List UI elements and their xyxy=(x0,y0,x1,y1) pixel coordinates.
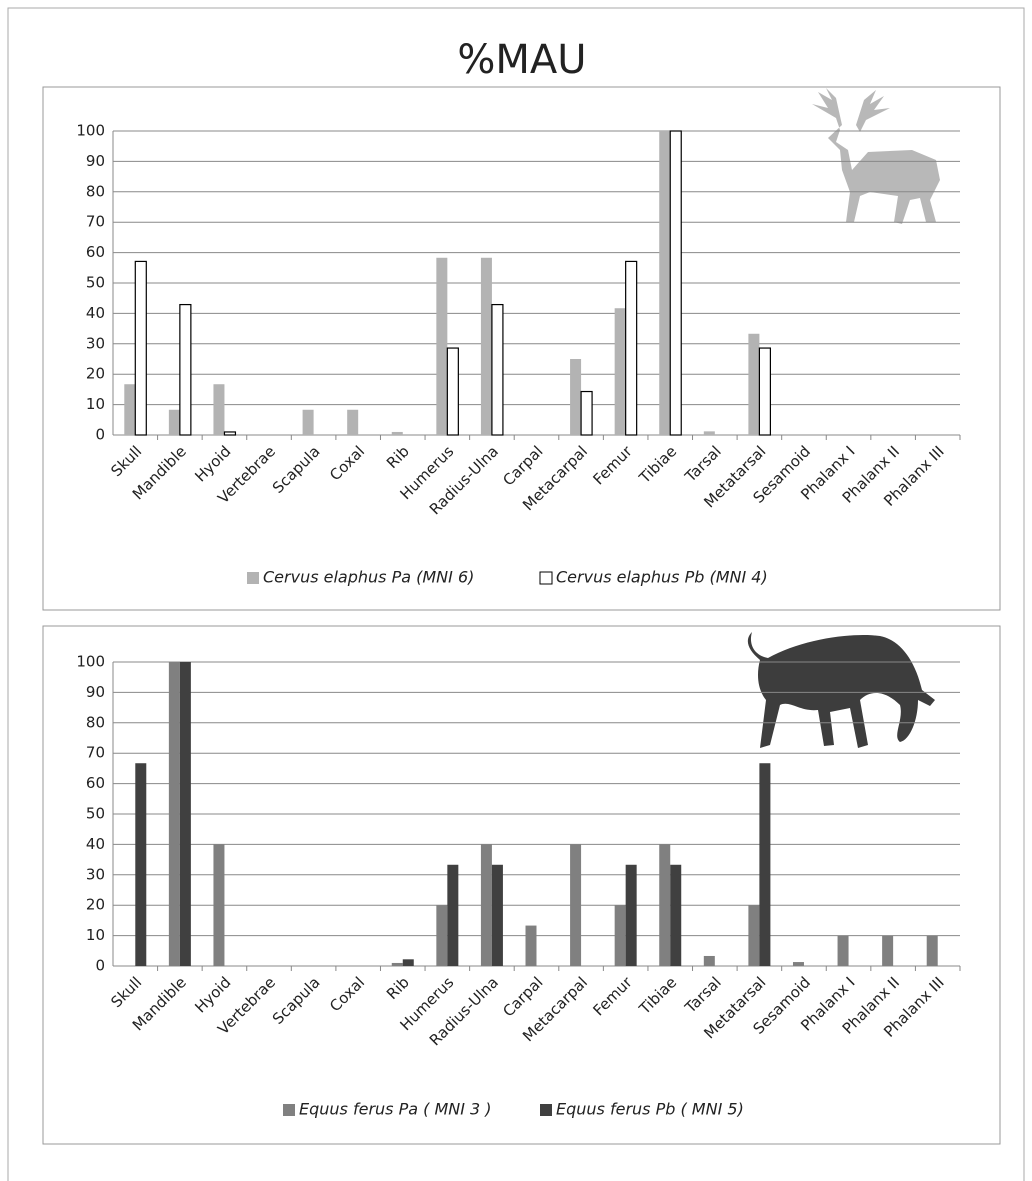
y-tick-label: 70 xyxy=(86,744,105,762)
x-tick-label: Scapula xyxy=(269,973,324,1028)
bar xyxy=(491,303,504,436)
legend-swatch xyxy=(247,572,259,584)
x-tick-label: Skull xyxy=(107,442,145,480)
bar xyxy=(703,955,715,966)
y-tick-label: 100 xyxy=(76,122,105,140)
x-tick-label: Skull xyxy=(107,973,145,1011)
bar xyxy=(570,844,582,966)
x-tick-label: Hyoid xyxy=(191,442,234,485)
bar xyxy=(491,864,503,966)
y-tick-label: 30 xyxy=(86,865,105,883)
bar xyxy=(480,257,492,435)
bar xyxy=(580,390,593,436)
legend-label: Equus ferus Pb ( MNI 5) xyxy=(556,1100,744,1119)
bar xyxy=(213,844,225,966)
bar xyxy=(703,431,715,435)
bar xyxy=(882,935,894,966)
y-tick-label: 0 xyxy=(95,957,105,975)
y-tick-label: 60 xyxy=(86,774,105,792)
bar xyxy=(391,962,403,966)
y-tick-label: 10 xyxy=(86,926,105,944)
bar xyxy=(758,347,771,436)
legend-label: Equus ferus Pa ( MNI 3 ) xyxy=(299,1100,492,1119)
bar xyxy=(614,905,626,966)
bar xyxy=(135,763,147,966)
bar xyxy=(926,935,938,966)
y-tick-label: 50 xyxy=(86,805,105,823)
bar xyxy=(759,763,771,966)
bar xyxy=(625,260,638,436)
y-tick-label: 100 xyxy=(76,653,105,671)
deer-silhouette xyxy=(812,88,940,224)
y-tick-label: 40 xyxy=(86,835,105,853)
chart-panel xyxy=(42,86,1001,611)
bar xyxy=(446,347,459,436)
bar xyxy=(748,905,760,966)
bar xyxy=(614,308,626,435)
bar xyxy=(837,935,849,966)
bar xyxy=(436,257,448,435)
chart-panel xyxy=(42,625,1001,1145)
x-tick-label: Rib xyxy=(383,442,413,472)
bar xyxy=(134,260,147,436)
y-tick-label: 40 xyxy=(86,304,105,322)
x-tick-label: Rib xyxy=(383,973,413,1003)
x-tick-label: Femur xyxy=(589,973,636,1020)
y-tick-label: 60 xyxy=(86,243,105,261)
x-tick-label: Coxal xyxy=(326,442,368,484)
bar xyxy=(168,409,180,435)
y-tick-label: 90 xyxy=(86,683,105,701)
y-tick-label: 50 xyxy=(86,274,105,292)
bar xyxy=(168,662,180,966)
y-tick-label: 20 xyxy=(86,365,105,383)
bar xyxy=(570,359,582,435)
bar xyxy=(302,409,314,435)
x-tick-label: Hyoid xyxy=(191,973,234,1016)
legend-label: Cervus elaphus Pb (MNI 4) xyxy=(556,568,768,587)
bar xyxy=(625,864,637,966)
bar xyxy=(213,384,225,435)
x-tick-label: Coxal xyxy=(326,973,368,1015)
x-tick-label: Scapula xyxy=(269,442,324,497)
legend-label: Cervus elaphus Pa (MNI 6) xyxy=(263,568,474,587)
bar xyxy=(748,333,760,435)
y-tick-label: 20 xyxy=(86,896,105,914)
y-tick-label: 80 xyxy=(86,182,105,200)
x-tick-label: Tibiae xyxy=(635,973,680,1018)
x-tick-label: Femur xyxy=(589,442,636,489)
bar xyxy=(792,962,804,966)
bar xyxy=(124,384,136,435)
bar xyxy=(659,131,671,435)
bar xyxy=(179,303,192,436)
y-tick-label: 10 xyxy=(86,395,105,413)
y-tick-label: 0 xyxy=(95,426,105,444)
bar xyxy=(447,864,459,966)
y-tick-label: 80 xyxy=(86,713,105,731)
frame xyxy=(7,7,1025,1181)
bar xyxy=(525,925,537,966)
bar xyxy=(436,905,448,966)
legend-swatch xyxy=(540,1104,552,1116)
bar xyxy=(402,959,414,966)
bar xyxy=(659,844,671,966)
y-tick-label: 90 xyxy=(86,152,105,170)
x-tick-label: Tibiae xyxy=(635,442,680,487)
bar xyxy=(391,431,403,435)
bar xyxy=(480,844,492,966)
legend-swatch xyxy=(283,1104,295,1116)
bar xyxy=(223,431,237,436)
bar xyxy=(347,409,359,435)
bar xyxy=(179,662,191,966)
y-tick-label: 70 xyxy=(86,213,105,231)
horse-silhouette xyxy=(747,632,935,748)
bar xyxy=(670,864,682,966)
legend-swatch xyxy=(539,571,553,585)
figure-title: %MAU xyxy=(457,37,586,83)
y-tick-label: 30 xyxy=(86,334,105,352)
bar xyxy=(669,130,682,436)
